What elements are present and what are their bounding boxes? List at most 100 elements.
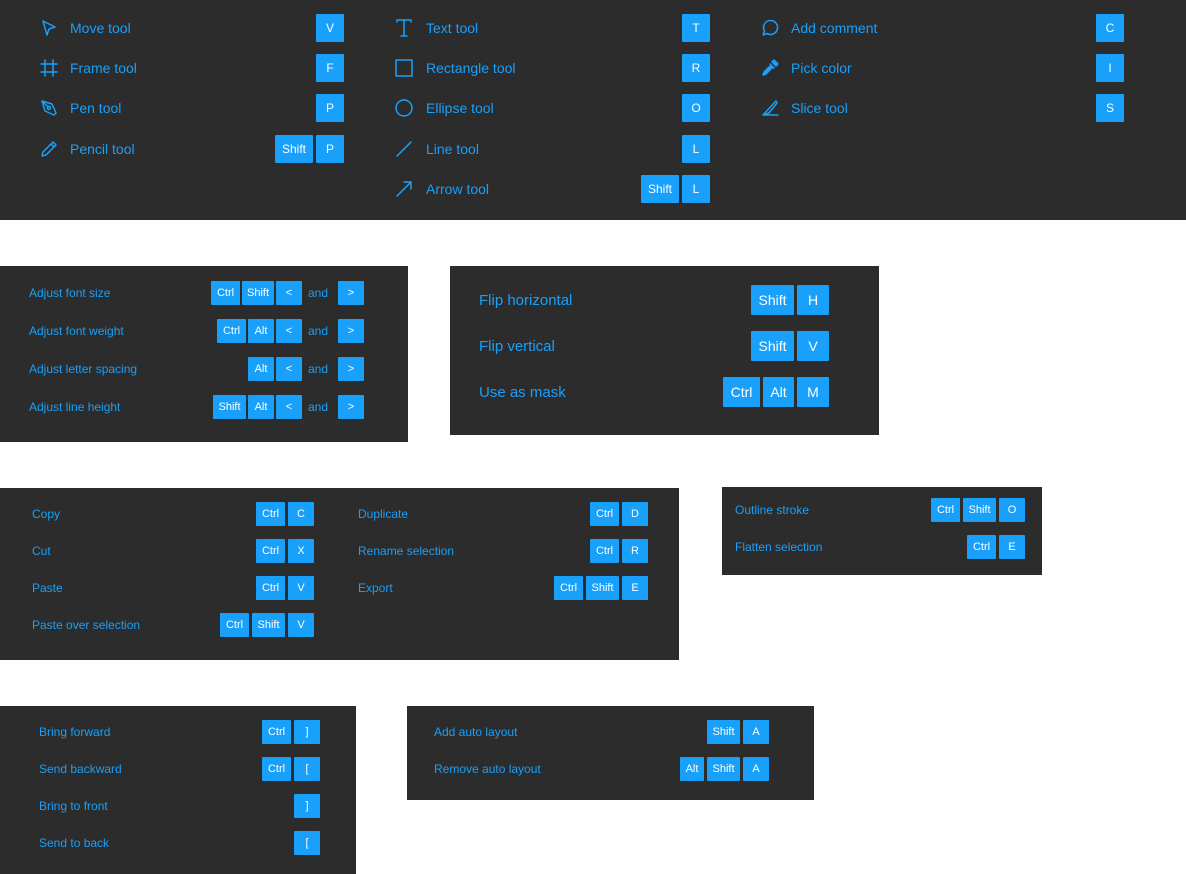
shortcut-row-adjust-font-weight[interactable]: Adjust font weight Ctrl Alt < and > [0,319,408,343]
shortcut-row-add-comment[interactable]: Add comment C [0,14,1186,42]
shortcut-row-pen-tool[interactable]: Pen tool P [0,94,1186,122]
key-cap: Shift [213,395,246,419]
eyedropper-icon [759,57,781,79]
shortcut-label: Paste [32,581,63,595]
shortcut-row-adjust-letter-spacing[interactable]: Adjust letter spacing Alt < and > [0,357,408,381]
shortcut-row-ellipse-tool[interactable]: Ellipse tool O [0,94,1186,122]
key-combo: Shift Alt < [213,395,302,419]
key-combo: Ctrl [ [262,757,320,781]
key-combo: Ctrl Alt < [217,319,302,343]
shortcut-label: Frame tool [70,60,137,76]
shortcut-label: Line tool [426,141,479,157]
shortcut-row-slice-tool[interactable]: Slice tool S [0,94,1186,122]
shortcut-label: Move tool [70,20,131,36]
shortcut-row-flip-vertical[interactable]: Flip vertical Shift V [450,331,879,361]
key-combo: Alt Shift A [680,757,769,781]
key-combo: Alt < [248,357,302,381]
shortcut-label: Flip vertical [479,337,555,355]
rectangle-icon [393,57,415,79]
shortcut-row-send-backward[interactable]: Send backward Ctrl [ [0,757,356,781]
pen-nib-icon [38,97,60,119]
key-cap: R [622,539,648,563]
shortcut-row-flatten-selection[interactable]: Flatten selection Ctrl E [722,535,1042,559]
key-combo: Ctrl Alt M [723,377,829,407]
key-cap: Ctrl [211,281,240,305]
shortcut-row-send-to-back[interactable]: Send to back [ [0,831,356,855]
shortcut-row-cut[interactable]: Cut Ctrl X [0,539,679,563]
key-cap: [ [294,757,320,781]
key-combo: P [316,94,344,122]
shortcut-row-duplicate[interactable]: Duplicate Ctrl D [0,502,679,526]
shortcut-label: Text tool [426,20,479,36]
key-cap: D [622,502,648,526]
key-combo: Shift H [751,285,829,315]
key-cap: T [682,14,710,42]
shortcut-row-pencil-tool[interactable]: Pencil tool Shift P [0,135,1186,163]
shortcut-row-pick-color[interactable]: Pick color I [0,54,1186,82]
key-combo: I [1096,54,1124,82]
shortcut-row-rectangle-tool[interactable]: Rectangle tool R [0,54,1186,82]
shortcut-row-frame-tool[interactable]: Frame tool F [0,54,1186,82]
key-cap: Alt [248,395,274,419]
key-cap: V [288,613,314,637]
shortcut-row-adjust-font-size[interactable]: Adjust font size Ctrl Shift < and > [0,281,408,305]
slice-knife-icon [759,97,781,119]
key-cap: Ctrl [256,539,285,563]
key-cap: A [743,720,769,744]
key-cap: > [338,357,364,381]
and-separator: and [308,362,329,376]
shortcut-label: Use as mask [479,383,566,401]
frame-hash-icon [38,57,60,79]
shortcut-row-bring-forward[interactable]: Bring forward Ctrl ] [0,720,356,744]
shortcut-label: Arrow tool [426,181,490,197]
key-cap: Ctrl [931,498,960,522]
key-cap: Ctrl [590,539,619,563]
key-cap: Shift [751,285,794,315]
shortcut-row-adjust-line-height[interactable]: Adjust line height Shift Alt < and > [0,395,408,419]
key-combo: S [1096,94,1124,122]
shortcut-label: Rename selection [358,544,455,558]
comment-bubble-icon [759,17,781,39]
shortcut-row-arrow-tool[interactable]: Arrow tool Shift L [0,175,1186,203]
key-cap: Ctrl [590,502,619,526]
shortcut-row-paste[interactable]: Paste Ctrl V [0,576,679,600]
shortcut-row-rename-selection[interactable]: Rename selection Ctrl R [0,539,679,563]
key-combo: L [682,135,710,163]
key-cap: < [276,395,302,419]
shortcut-row-move-tool[interactable]: Move tool V [0,14,1186,42]
key-combo: O [682,94,710,122]
shortcut-row-export[interactable]: Export Ctrl Shift E [0,576,679,600]
shortcut-row-remove-auto-layout[interactable]: Remove auto layout Alt Shift A [407,757,814,781]
shortcut-row-bring-to-front[interactable]: Bring to front ] [0,794,356,818]
key-combo: Shift P [275,135,344,163]
shortcut-label: Slice tool [791,100,848,116]
key-cap: Ctrl [256,502,285,526]
key-combo: C [1096,14,1124,42]
key-cap: > [338,319,364,343]
shortcut-row-flip-horizontal[interactable]: Flip horizontal Shift H [450,285,879,315]
key-cap: Ctrl [723,377,760,407]
shortcut-row-text-tool[interactable]: Text tool T [0,14,1186,42]
key-cap: > [338,395,364,419]
pencil-icon [38,138,60,160]
shortcut-row-copy[interactable]: Copy Ctrl C [0,502,679,526]
shortcut-label: Pen tool [70,100,122,116]
shortcut-label: Adjust font size [29,286,111,300]
key-cap: P [316,94,344,122]
key-cap: V [316,14,344,42]
shortcut-row-paste-over-selection[interactable]: Paste over selection Ctrl Shift V [0,613,679,637]
key-cap: Ctrl [554,576,583,600]
shortcut-row-line-tool[interactable]: Line tool L [0,135,1186,163]
text-adjust-shortcuts-panel: Adjust font size Ctrl Shift < and > Adju… [0,266,408,442]
shortcut-row-use-as-mask[interactable]: Use as mask Ctrl Alt M [450,377,879,407]
auto-layout-shortcuts-panel: Add auto layout Shift A Remove auto layo… [407,706,814,800]
shortcut-row-outline-stroke[interactable]: Outline stroke Ctrl Shift O [722,498,1042,522]
key-cap: Shift [707,757,740,781]
shortcut-label: Adjust line height [29,400,121,414]
key-cap: E [999,535,1025,559]
cursor-arrow-icon [38,17,60,39]
shortcut-row-add-auto-layout[interactable]: Add auto layout Shift A [407,720,814,744]
key-combo: Ctrl X [256,539,314,563]
key-combo: T [682,14,710,42]
shortcut-label: Send to back [39,836,110,850]
